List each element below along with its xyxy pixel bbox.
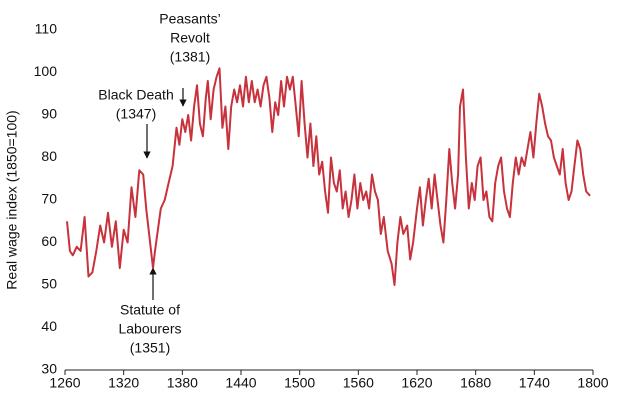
annotation: (1351) bbox=[130, 340, 170, 356]
x-tick-label: 1680 bbox=[460, 375, 491, 391]
x-tick-label: 1260 bbox=[49, 375, 80, 391]
annotation: Peasants’ bbox=[159, 11, 220, 27]
line-series bbox=[66, 67, 591, 286]
x-tick-label: 1380 bbox=[167, 375, 198, 391]
annotation: Revolt bbox=[170, 30, 210, 46]
x-tick-label: 1560 bbox=[343, 375, 374, 391]
x-tick-label: 1440 bbox=[225, 375, 256, 391]
annotation: Labourers bbox=[118, 321, 181, 337]
annotation: Statute of bbox=[120, 302, 180, 318]
x-tick-label: 1620 bbox=[401, 375, 432, 391]
y-tick-label: 80 bbox=[41, 148, 57, 164]
x-tick-label: 1800 bbox=[577, 375, 608, 391]
y-tick-label: 70 bbox=[41, 191, 57, 207]
x-tick-label: 1740 bbox=[519, 375, 550, 391]
annotation: Black Death bbox=[98, 87, 173, 103]
x-tick-label: 1320 bbox=[108, 375, 139, 391]
x-tick-label: 1500 bbox=[284, 375, 315, 391]
y-tick-label: 110 bbox=[35, 21, 58, 37]
y-tick-label: 60 bbox=[41, 233, 57, 249]
y-tick-label: 40 bbox=[41, 318, 57, 334]
y-axis-label: Real wage index (1850=100) bbox=[4, 110, 20, 289]
y-tick-label: 90 bbox=[41, 106, 57, 122]
annotation: (1347) bbox=[116, 106, 156, 122]
annotation: (1381) bbox=[170, 49, 210, 65]
y-tick-label: 100 bbox=[34, 63, 58, 79]
y-tick-label: 30 bbox=[41, 361, 57, 377]
y-tick-label: 50 bbox=[41, 276, 57, 292]
